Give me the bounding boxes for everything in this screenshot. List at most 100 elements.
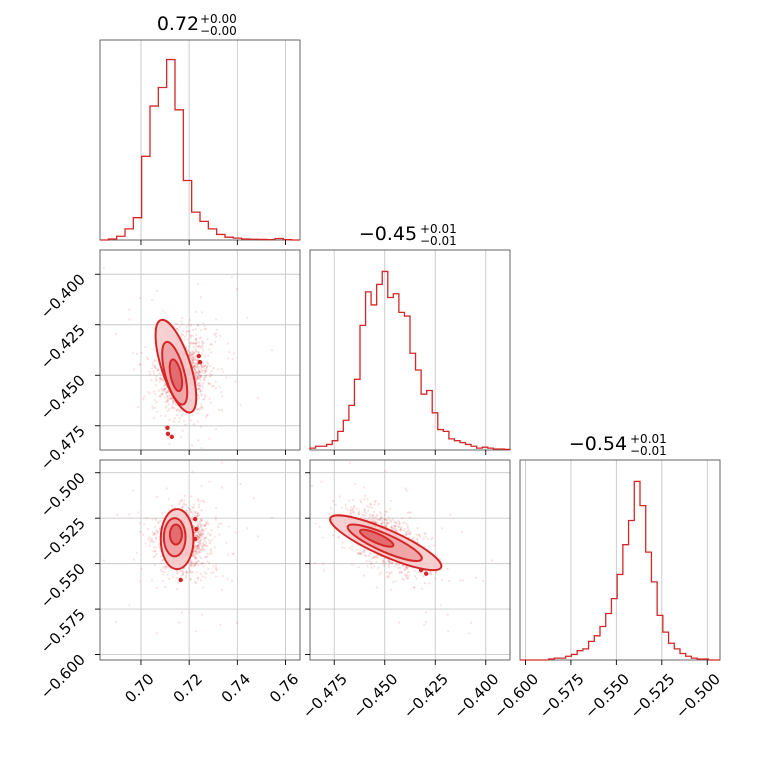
sample-point — [406, 567, 409, 571]
sample-point — [155, 289, 159, 292]
sample-point — [191, 334, 194, 337]
sample-point — [373, 555, 376, 558]
sample-point — [198, 345, 201, 348]
sample-point — [348, 546, 351, 550]
sample-point — [197, 535, 200, 538]
sample-point — [368, 552, 371, 555]
sample-point — [179, 500, 182, 503]
sample-point — [215, 427, 218, 431]
sample-point — [394, 580, 397, 583]
sample-point — [202, 561, 205, 565]
sample-point — [197, 376, 200, 379]
sample-point — [145, 517, 148, 520]
sample-point — [116, 513, 119, 517]
sample-point — [200, 345, 203, 348]
sample-point — [156, 368, 159, 371]
sample-point — [201, 529, 204, 533]
sample-point — [413, 586, 416, 589]
sample-point — [210, 548, 213, 551]
sample-point — [389, 526, 392, 529]
sample-point — [405, 489, 408, 492]
sample-point — [350, 545, 353, 548]
sample-point — [352, 511, 356, 514]
sample-point — [405, 574, 408, 577]
sample-point — [387, 560, 390, 563]
sample-point — [376, 521, 379, 524]
sample-point — [206, 560, 209, 563]
sample-point — [396, 564, 399, 567]
sample-point — [208, 561, 211, 564]
sample-point — [208, 375, 211, 378]
sample-point — [185, 509, 188, 512]
sample-point — [200, 364, 203, 367]
contour-blob — [192, 516, 198, 522]
sample-point — [343, 546, 346, 549]
sample-point — [199, 379, 202, 382]
sample-point — [208, 552, 211, 556]
contours-2_1 — [329, 514, 443, 576]
sample-point — [198, 514, 201, 517]
sample-point — [422, 575, 425, 578]
sample-point — [405, 566, 408, 569]
sample-point — [217, 368, 220, 371]
sample-point — [204, 524, 207, 527]
sample-point — [190, 560, 193, 563]
sample-point — [204, 327, 208, 331]
sample-point — [203, 544, 206, 547]
sample-point — [140, 351, 143, 354]
ytick-label-p1-3: −0.400 — [37, 270, 89, 322]
sample-point — [193, 364, 196, 367]
sample-point — [184, 571, 187, 574]
sample-point — [196, 365, 199, 368]
sample-point — [396, 520, 400, 523]
sample-point — [185, 571, 189, 575]
hist-title-plus-1: +0.01 — [420, 222, 457, 236]
sample-point — [194, 563, 197, 566]
sample-point — [220, 522, 223, 525]
sample-point — [204, 374, 208, 377]
sample-point — [220, 588, 223, 591]
ytick-label-p2-3: −0.525 — [37, 514, 89, 566]
sample-point — [363, 494, 366, 497]
sample-point — [215, 506, 218, 510]
sample-point — [446, 630, 450, 633]
sample-point — [202, 524, 206, 527]
sample-point — [205, 555, 208, 559]
sample-point — [197, 341, 201, 344]
sample-point — [398, 522, 401, 526]
contour-level-3 — [168, 523, 183, 546]
sample-point — [195, 342, 198, 345]
sample-point — [197, 370, 200, 373]
sample-point — [405, 531, 408, 535]
sample-point — [192, 366, 195, 369]
sample-point — [352, 506, 356, 509]
sample-point — [405, 565, 408, 568]
sample-point — [175, 322, 179, 326]
sample-point — [374, 516, 377, 519]
sample-point — [197, 547, 200, 550]
sample-point — [204, 395, 207, 398]
sample-point — [356, 552, 359, 556]
sample-point — [150, 537, 153, 540]
sample-point — [154, 537, 158, 540]
sample-point — [189, 335, 192, 338]
sample-point — [163, 388, 166, 391]
sample-point — [160, 393, 163, 396]
sample-point — [157, 368, 160, 371]
sample-point — [358, 552, 361, 555]
sample-point — [158, 521, 161, 524]
sample-point — [142, 397, 145, 401]
sample-point — [161, 558, 164, 562]
sample-point — [201, 365, 204, 369]
sample-point — [196, 345, 200, 348]
sample-point — [155, 546, 158, 549]
sample-point — [367, 505, 371, 509]
sample-point — [181, 507, 184, 510]
sample-point — [199, 522, 202, 526]
sample-point — [171, 504, 174, 508]
sample-point — [194, 348, 197, 351]
sample-point — [206, 365, 209, 368]
sample-point — [398, 529, 401, 532]
sample-point — [192, 561, 195, 565]
sample-point — [201, 347, 204, 350]
